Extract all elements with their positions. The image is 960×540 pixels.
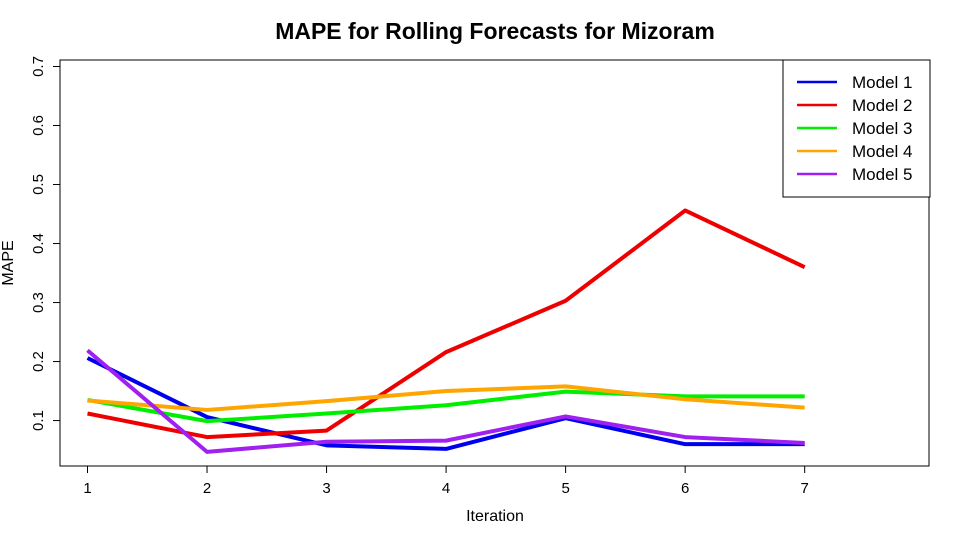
x-axis: 1 2 3 4 5 6 7 bbox=[83, 465, 809, 497]
y-tick-label: 0.2 bbox=[30, 351, 47, 372]
y-tick-label: 0.3 bbox=[30, 292, 47, 313]
legend-label-model-5: Model 5 bbox=[852, 165, 912, 184]
legend-label-model-4: Model 4 bbox=[852, 142, 912, 161]
legend-label-model-3: Model 3 bbox=[852, 119, 912, 138]
series-line-model-3 bbox=[87, 389, 805, 424]
y-tick-label: 0.7 bbox=[30, 56, 47, 77]
y-tick-label: 0.6 bbox=[30, 115, 47, 136]
x-tick-label: 6 bbox=[681, 480, 689, 497]
legend: Model 1 Model 2 Model 3 Model 4 Model 5 bbox=[782, 59, 931, 198]
x-tick-label: 4 bbox=[442, 480, 450, 497]
chart-title: MAPE for Rolling Forecasts for Mizoram bbox=[275, 18, 715, 44]
series-line-model-4 bbox=[87, 384, 805, 412]
series-line-model-2 bbox=[87, 208, 806, 440]
y-axis-label: MAPE bbox=[0, 240, 17, 285]
series-line-model-5 bbox=[86, 348, 805, 454]
x-tick-label: 1 bbox=[83, 480, 91, 497]
legend-label-model-1: Model 1 bbox=[852, 73, 912, 92]
x-tick-label: 3 bbox=[322, 480, 330, 497]
series-layer bbox=[86, 208, 806, 454]
x-tick-label: 2 bbox=[203, 480, 211, 497]
series-line-model-1 bbox=[86, 356, 805, 451]
x-tick-label: 5 bbox=[561, 480, 569, 497]
y-tick-label: 0.1 bbox=[30, 410, 47, 431]
x-tick-label: 7 bbox=[801, 480, 809, 497]
x-axis-label: Iteration bbox=[466, 508, 524, 525]
y-tick-label: 0.4 bbox=[30, 233, 47, 254]
y-axis: 0.1 0.2 0.3 0.4 0.5 0.6 0.7 bbox=[30, 56, 61, 431]
legend-label-model-2: Model 2 bbox=[852, 96, 912, 115]
y-tick-label: 0.5 bbox=[30, 174, 47, 195]
